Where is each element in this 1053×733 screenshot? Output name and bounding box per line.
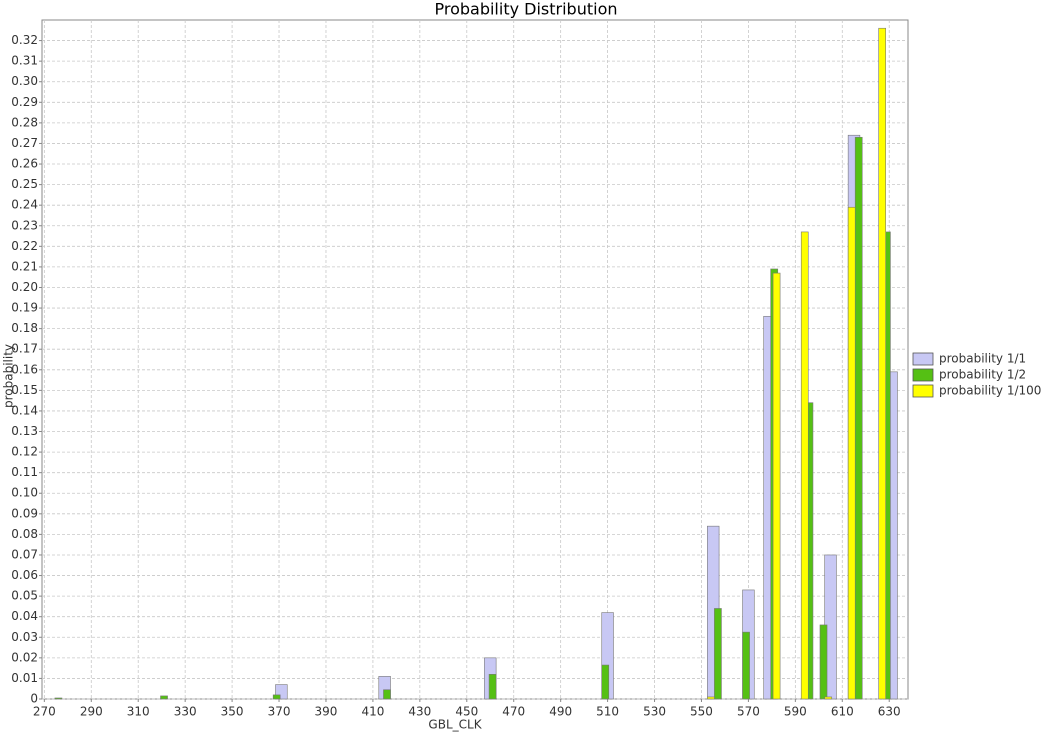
y-tick-label: 0.20 <box>11 280 38 294</box>
bar <box>742 631 750 700</box>
bar <box>878 27 887 700</box>
bar <box>772 272 781 700</box>
legend-label: probability 1/2 <box>939 368 1026 382</box>
y-tick-label: 0.06 <box>11 568 38 582</box>
legend-swatch <box>912 352 934 366</box>
bar <box>488 674 497 700</box>
bar <box>601 664 610 700</box>
y-tick-label: 0.32 <box>11 33 38 47</box>
x-tick-label: 550 <box>690 705 713 719</box>
bar <box>707 696 715 700</box>
x-tick-label: 350 <box>221 705 244 719</box>
y-tick-label: 0.27 <box>11 136 38 150</box>
bar <box>383 689 391 700</box>
x-tick-label: 630 <box>878 705 901 719</box>
bar <box>714 608 722 700</box>
y-tick-label: 0.15 <box>11 383 38 397</box>
x-tick-label: 590 <box>784 705 807 719</box>
bar <box>824 696 833 700</box>
y-tick-label: 0.01 <box>11 671 38 685</box>
bar <box>800 231 809 700</box>
y-tick-label: 0 <box>30 692 38 706</box>
y-tick-label: 0.11 <box>11 465 38 479</box>
x-tick-label: 610 <box>831 705 854 719</box>
bar <box>54 697 63 700</box>
bar <box>272 694 281 700</box>
bar <box>275 684 288 700</box>
bar <box>819 624 828 700</box>
legend-label: probability 1/1 <box>939 352 1026 366</box>
x-axis-label: GBL_CLK <box>428 718 482 732</box>
y-tick-label: 0.08 <box>11 527 38 541</box>
chart-title: Probability Distribution <box>434 0 617 19</box>
x-tick-label: 390 <box>315 705 338 719</box>
y-tick-label: 0.25 <box>11 177 38 191</box>
y-tick-label: 0.10 <box>11 486 38 500</box>
bar <box>847 206 856 700</box>
y-tick-label: 0.24 <box>11 198 38 212</box>
x-tick-label: 470 <box>502 705 525 719</box>
y-tick-label: 0.18 <box>11 321 38 335</box>
y-tick-label: 0.03 <box>11 630 38 644</box>
x-tick-label: 450 <box>455 705 478 719</box>
y-tick-label: 0.16 <box>11 362 38 376</box>
y-tick-label: 0.19 <box>11 301 38 315</box>
y-tick-label: 0.09 <box>11 506 38 520</box>
x-tick-label: 310 <box>127 705 150 719</box>
y-tick-label: 0.31 <box>11 54 38 68</box>
x-tick-label: 570 <box>737 705 760 719</box>
y-tick-label: 0.05 <box>11 589 38 603</box>
y-tick-label: 0.12 <box>11 445 38 459</box>
bar <box>160 695 168 700</box>
x-tick-label: 510 <box>596 705 619 719</box>
y-tick-label: 0.28 <box>11 115 38 129</box>
x-tick-label: 330 <box>174 705 197 719</box>
x-tick-label: 410 <box>361 705 384 719</box>
y-tick-label: 0.17 <box>11 342 38 356</box>
x-tick-label: 530 <box>643 705 666 719</box>
legend-label: probability 1/100 <box>939 384 1041 398</box>
x-tick-label: 290 <box>80 705 103 719</box>
y-tick-label: 0.04 <box>11 609 38 623</box>
y-tick-label: 0.02 <box>11 650 38 664</box>
y-tick-label: 0.23 <box>11 218 38 232</box>
x-tick-label: 370 <box>268 705 291 719</box>
bar <box>854 136 863 700</box>
y-tick-label: 0.29 <box>11 95 38 109</box>
y-tick-label: 0.26 <box>11 157 38 171</box>
x-tick-label: 430 <box>408 705 431 719</box>
x-tick-label: 490 <box>549 705 572 719</box>
legend-swatch <box>912 384 934 398</box>
y-tick-label: 0.30 <box>11 74 38 88</box>
x-tick-label: 270 <box>33 705 56 719</box>
y-tick-label: 0.07 <box>11 547 38 561</box>
y-tick-label: 0.21 <box>11 259 38 273</box>
legend-swatch <box>912 368 934 382</box>
y-tick-label: 0.13 <box>11 424 38 438</box>
y-tick-label: 0.22 <box>11 239 38 253</box>
y-tick-label: 0.14 <box>11 403 38 417</box>
y-axis-label: probability <box>2 344 16 408</box>
